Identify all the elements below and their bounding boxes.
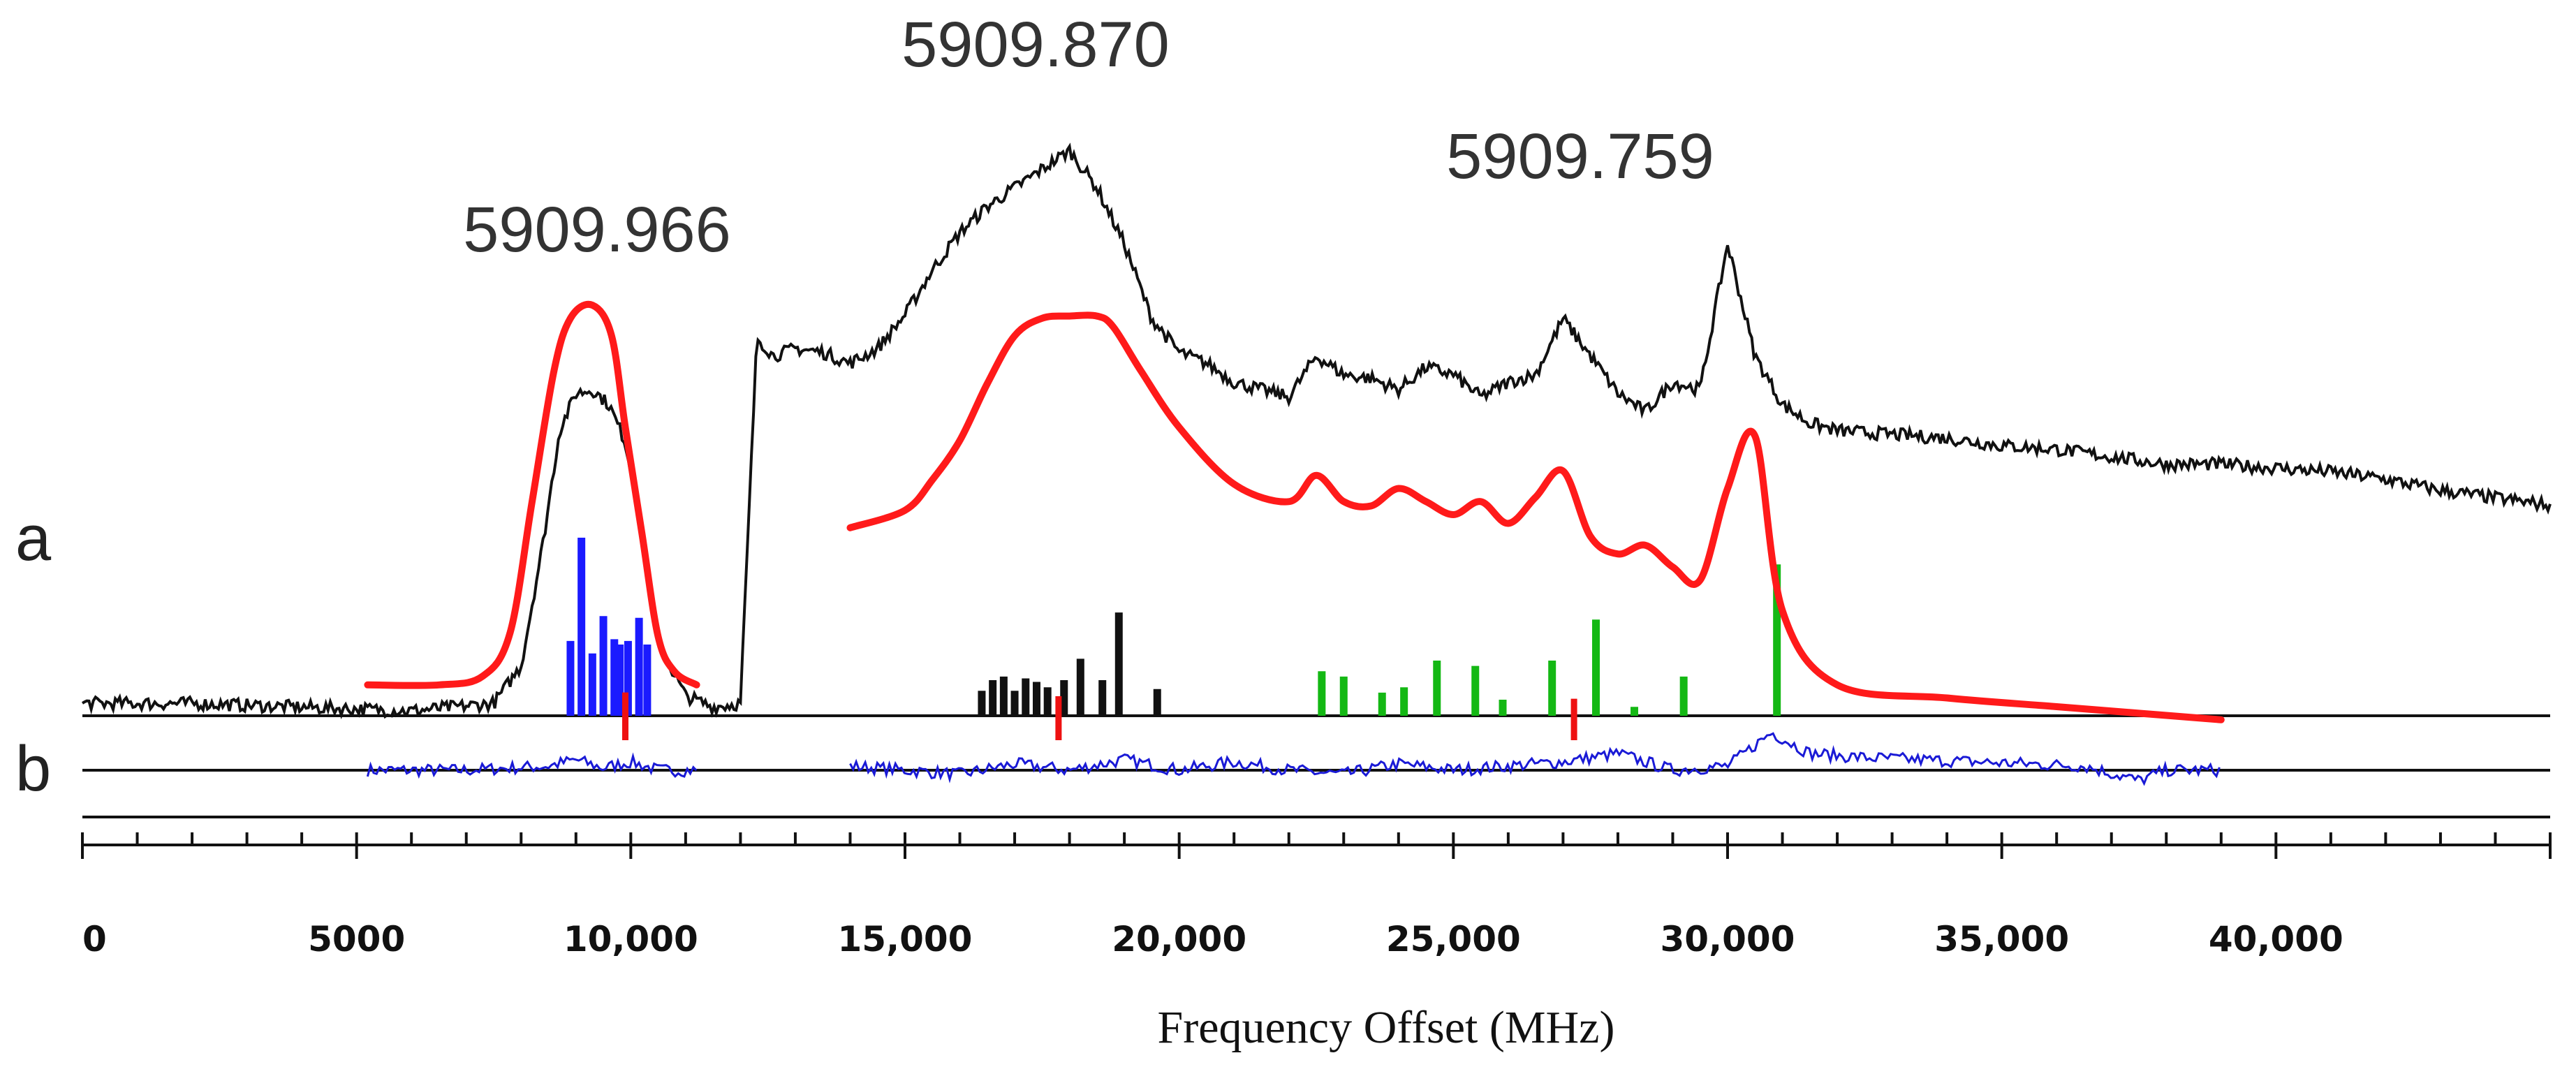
x-tick-labels: 0 5000 10,000 15,000 20,000 25,000 30,000 35,00…	[82, 919, 2343, 959]
trace-label-a: a	[15, 503, 52, 574]
x-axis-label: Frequency Offset (MHz)	[1158, 1002, 1615, 1053]
x-tick-label: 5000	[308, 919, 405, 959]
peak-label-5909-870: 5909.870	[901, 9, 1170, 80]
peak-labels: 5909.966 5909.870 5909.759	[463, 9, 1714, 265]
stick-spectra	[566, 538, 1781, 740]
peak-label-5909-966: 5909.966	[463, 194, 731, 265]
x-tick-label: 30,000	[1661, 919, 1795, 959]
x-tick-label: 40,000	[2209, 919, 2343, 959]
x-tick-label: 35,000	[1934, 919, 2069, 959]
residual-trace	[366, 732, 2221, 786]
simulation-segment	[846, 311, 2225, 723]
experimental-trace	[81, 142, 2552, 720]
simulation-segment	[364, 300, 700, 689]
experimental-line	[81, 142, 2552, 720]
x-axis	[81, 832, 2552, 859]
x-tick-label: 25,000	[1386, 919, 1521, 959]
residual-segment	[366, 752, 698, 779]
simulation-trace	[364, 300, 2225, 723]
x-tick-label: 20,000	[1112, 919, 1246, 959]
residual-segment	[849, 732, 2221, 786]
x-tick-label: 15,000	[838, 919, 973, 959]
trace-label-b: b	[15, 733, 51, 804]
peak-label-5909-759: 5909.759	[1446, 121, 1714, 192]
x-tick-label: 0	[82, 919, 107, 959]
x-tick-label: 10,000	[564, 919, 698, 959]
